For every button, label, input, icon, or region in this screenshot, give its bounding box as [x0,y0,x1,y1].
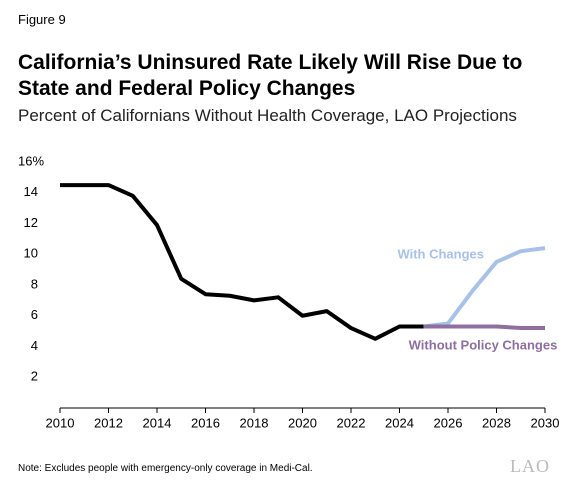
y-tick-label: 8 [31,276,38,291]
x-tick-label: 2026 [434,415,463,430]
x-tick-label: 2018 [240,415,269,430]
y-tick-label: 14 [24,184,38,199]
x-tick-label: 2014 [143,415,172,430]
x-tick-label: 2022 [337,415,366,430]
series-line [423,246,546,329]
logo: LAO [510,456,550,476]
x-tick-label: 2010 [46,415,75,430]
note: Note: Excludes people with emergency-onl… [18,463,313,474]
x-tick-label: 2016 [191,415,220,430]
series-line [60,183,424,341]
y-tick-label: 10 [24,246,38,261]
x-tick-label: 2030 [531,415,560,430]
y-tick-label: 16% [18,153,44,168]
y-tick-label: 2 [31,369,38,384]
y-tick-label: 4 [31,338,38,353]
x-tick-label: 2028 [482,415,511,430]
series-label: Without Policy Changes [409,337,558,352]
chart-subtitle: Percent of Californians Without Health C… [18,106,517,125]
series-label: With Changes [397,247,484,262]
x-tick-label: 2020 [288,415,317,430]
x-tick-label: 2024 [385,415,414,430]
y-tick-label: 12 [24,215,38,230]
figure-label: Figure 9 [18,12,66,27]
chart-title: California’s Uninsured Rate Likely Will … [18,51,523,100]
series-line [423,324,545,331]
x-tick-label: 2012 [94,415,123,430]
y-tick-label: 6 [31,307,38,322]
